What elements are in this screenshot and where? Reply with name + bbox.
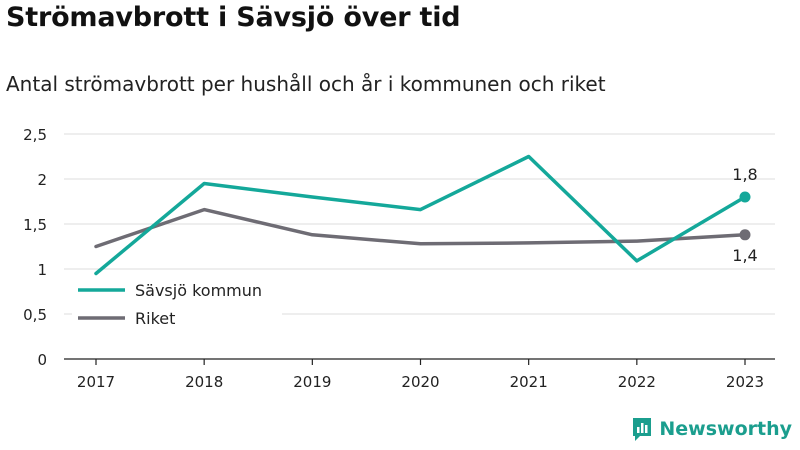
legend-label: Sävsjö kommun	[135, 281, 262, 300]
legend-label: Riket	[135, 309, 175, 328]
legend-background	[72, 278, 282, 338]
y-tick-label: 1	[37, 261, 47, 279]
y-tick-label: 0	[37, 351, 47, 369]
end-point-marker	[739, 229, 751, 241]
x-tick-label: 2020	[401, 373, 439, 391]
x-tick-label: 2019	[293, 373, 331, 391]
x-tick-label: 2022	[618, 373, 656, 391]
y-tick-label: 2,5	[23, 126, 47, 144]
y-tick-label: 1,5	[23, 216, 47, 234]
x-tick-label: 2018	[185, 373, 223, 391]
y-tick-label: 2	[37, 171, 47, 189]
series-line-riket	[94, 207, 747, 249]
end-value-label: 1,8	[732, 165, 757, 184]
end-value-label: 1,4	[732, 246, 757, 265]
brand-logo: Newsworthy	[631, 416, 792, 442]
chart-subtitle: Antal strömavbrott per hushåll och år i …	[6, 72, 606, 96]
chart-title: Strömavbrott i Sävsjö över tid	[6, 2, 461, 33]
end-point-marker	[739, 191, 751, 203]
y-tick-label: 0,5	[23, 306, 47, 324]
newsworthy-logo-icon	[633, 418, 652, 441]
x-tick-label: 2023	[726, 373, 764, 391]
x-tick-label: 2017	[77, 373, 115, 391]
brand-name: Newsworthy	[659, 418, 792, 440]
series-line-savsjo	[94, 154, 747, 276]
x-tick-label: 2021	[510, 373, 548, 391]
